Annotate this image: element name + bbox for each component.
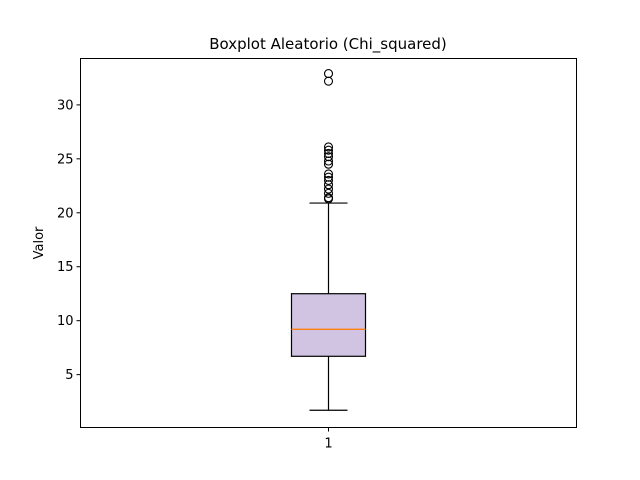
outlier-point: [323, 169, 334, 179]
y-axis: 5 10 15 20 25 30: [57, 98, 81, 383]
outlier-point: [323, 142, 334, 152]
y-tick-label: 15: [57, 260, 74, 275]
y-tick-label: 30: [57, 98, 74, 113]
y-axis-label: Valor: [32, 226, 47, 259]
y-tick-label: 25: [57, 152, 74, 167]
outlier-point: [323, 175, 334, 185]
outlier-point: [323, 148, 334, 158]
outlier-point: [323, 69, 334, 79]
chart-title: Boxplot Aleatorio (Chi_squared): [209, 35, 447, 54]
outlier-point: [323, 184, 334, 194]
y-tick-label: 5: [65, 368, 73, 383]
x-axis: 1: [324, 427, 333, 452]
y-tick-label: 20: [57, 206, 74, 221]
iqr-box: [290, 293, 367, 357]
outlier-point: [323, 152, 334, 162]
outlier-point: [323, 193, 334, 203]
x-tick-label: 1: [324, 437, 332, 452]
outlier-point: [323, 172, 334, 182]
y-tick-label: 10: [57, 314, 74, 329]
outlier-point: [323, 145, 334, 155]
outlier-point: [323, 188, 334, 198]
box-series: [290, 69, 367, 411]
